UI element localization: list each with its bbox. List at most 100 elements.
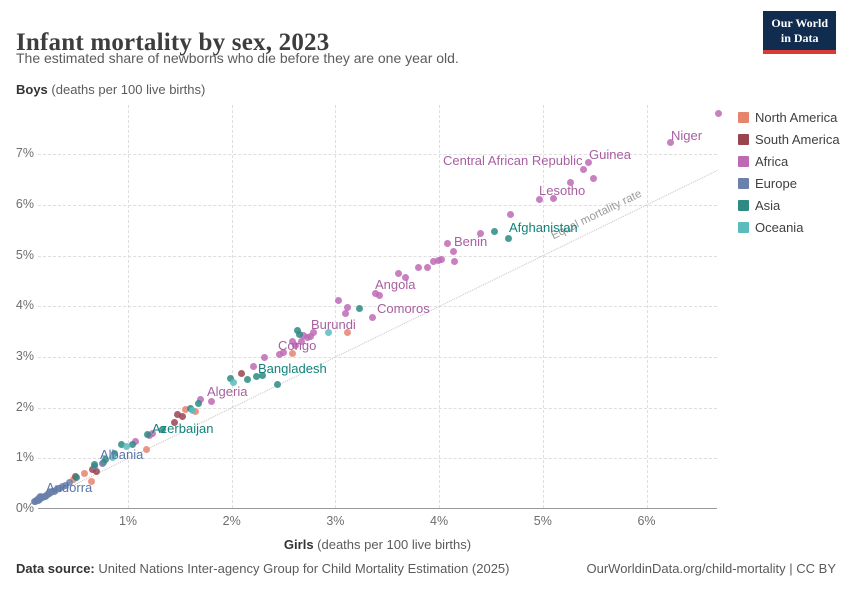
data-point-north-america[interactable] [344, 328, 352, 336]
data-point-asia[interactable] [128, 440, 136, 448]
x-gridline [231, 105, 233, 508]
data-point-asia[interactable] [158, 425, 166, 433]
data-point-africa[interactable] [437, 256, 445, 264]
data-point-africa[interactable] [292, 342, 300, 350]
data-point-africa[interactable] [372, 290, 380, 298]
data-point-africa[interactable] [369, 314, 377, 322]
country-label-lesotho[interactable]: Lesotho [539, 183, 586, 198]
data-point-asia[interactable] [273, 380, 281, 388]
data-point-africa[interactable] [310, 329, 318, 337]
data-point-south-america[interactable] [237, 369, 245, 377]
data-point-north-america[interactable] [88, 477, 96, 485]
data-point-africa[interactable] [424, 264, 432, 272]
data-point-asia[interactable] [490, 227, 498, 235]
country-label-bangladesh[interactable]: Bangladesh [258, 361, 327, 376]
data-point-asia[interactable] [293, 327, 301, 335]
data-point-africa[interactable] [261, 354, 269, 362]
data-point-asia[interactable] [295, 330, 303, 338]
data-point-asia[interactable] [195, 399, 203, 407]
data-point-north-america[interactable] [80, 470, 88, 477]
country-label-benin[interactable]: Benin [454, 234, 488, 249]
country-label-burundi[interactable]: Burundi [311, 317, 356, 332]
data-point-africa[interactable] [549, 195, 557, 203]
data-point-europe[interactable] [62, 481, 70, 489]
legend-item-africa[interactable]: Africa [738, 154, 840, 169]
country-label-comoros[interactable]: Comoros [377, 301, 430, 316]
data-point-oceania[interactable] [230, 379, 238, 387]
data-point-asia[interactable] [72, 474, 80, 482]
data-point-africa[interactable] [307, 333, 314, 341]
country-label-andorra[interactable]: Andorra [46, 480, 93, 495]
legend-item-north-america[interactable]: North America [738, 110, 840, 125]
data-point-africa[interactable] [249, 362, 257, 370]
country-label-algeria[interactable]: Algeria [207, 384, 248, 399]
data-point-africa[interactable] [579, 165, 587, 173]
data-point-africa[interactable] [344, 304, 352, 312]
data-point-africa[interactable] [299, 332, 307, 340]
legend-item-europe[interactable]: Europe [738, 176, 840, 191]
data-point-north-america[interactable] [181, 405, 189, 413]
data-point-africa[interactable] [507, 210, 515, 218]
data-point-africa[interactable] [567, 179, 575, 187]
data-point-africa[interactable] [443, 239, 451, 247]
data-point-africa[interactable] [477, 230, 485, 238]
data-point-africa[interactable] [289, 337, 297, 345]
data-point-africa[interactable] [536, 196, 544, 204]
data-point-oceania[interactable] [108, 453, 116, 461]
legend-item-asia[interactable]: Asia [738, 198, 840, 213]
country-label-afghanistan[interactable]: Afghanistan [509, 220, 578, 235]
country-label-albania[interactable]: Albania [100, 447, 144, 462]
data-point-africa[interactable] [666, 139, 674, 147]
data-point-oceania[interactable] [324, 328, 332, 336]
data-point-africa[interactable] [342, 310, 350, 318]
data-point-asia[interactable] [91, 460, 99, 468]
data-point-north-america[interactable] [143, 446, 151, 454]
data-point-africa[interactable] [450, 247, 458, 255]
data-point-africa[interactable] [376, 291, 384, 299]
data-point-africa[interactable] [430, 258, 438, 266]
data-point-asia[interactable] [111, 449, 119, 457]
data-point-south-america[interactable] [179, 412, 187, 420]
data-point-asia[interactable] [118, 440, 126, 448]
data-point-asia[interactable] [227, 374, 235, 382]
legend-item-south-america[interactable]: South America [738, 132, 840, 147]
data-point-africa[interactable] [131, 437, 139, 445]
data-point-africa[interactable] [149, 430, 157, 438]
data-point-europe[interactable] [66, 479, 74, 487]
data-point-asia[interactable] [355, 305, 363, 313]
data-point-africa[interactable] [275, 350, 283, 358]
country-label-central-african-republic[interactable]: Central African Republic [443, 153, 583, 168]
data-point-asia[interactable] [505, 234, 513, 242]
country-label-guinea[interactable]: Guinea [589, 147, 631, 162]
data-point-asia[interactable] [101, 455, 109, 463]
country-label-congo[interactable]: Congo [278, 338, 317, 353]
plot-area[interactable]: 0% 1% 2% 3% 4% 5% 6% 7% 1% 2% 3% 4% 5% 6% Equal mortal… [16, 105, 722, 528]
legend-swatch-icon [738, 156, 749, 167]
data-point-asia[interactable] [253, 373, 261, 381]
data-point-oceania[interactable] [188, 406, 196, 414]
data-point-africa[interactable] [584, 159, 592, 167]
data-point-south-america[interactable] [174, 410, 182, 418]
data-point-africa[interactable] [395, 270, 403, 278]
data-point-asia[interactable] [243, 375, 251, 383]
footer-link[interactable]: OurWorldinData.org/child-mortality | CC … [586, 561, 837, 576]
country-label-azerbaijan[interactable]: Azerbaijan [152, 421, 214, 436]
data-point-south-america[interactable] [171, 419, 179, 427]
data-point-asia[interactable] [259, 372, 267, 380]
data-point-africa[interactable] [297, 338, 305, 346]
country-label-niger[interactable]: Niger [671, 128, 703, 143]
data-point-africa[interactable] [280, 349, 288, 357]
data-point-oceania[interactable] [123, 442, 131, 450]
data-point-north-america[interactable] [289, 350, 297, 358]
data-point-africa[interactable] [590, 174, 598, 182]
country-label-angola[interactable]: Angola [375, 277, 416, 292]
legend-item-oceania[interactable]: Oceania [738, 220, 840, 235]
data-point-africa[interactable] [402, 274, 410, 282]
data-point-africa[interactable] [414, 264, 422, 272]
data-point-south-america[interactable] [93, 467, 101, 475]
data-point-asia[interactable] [144, 431, 152, 439]
data-point-africa[interactable] [208, 398, 216, 406]
data-point-africa[interactable] [451, 258, 459, 266]
data-point-africa[interactable] [714, 109, 722, 117]
data-point-africa[interactable] [335, 297, 342, 305]
